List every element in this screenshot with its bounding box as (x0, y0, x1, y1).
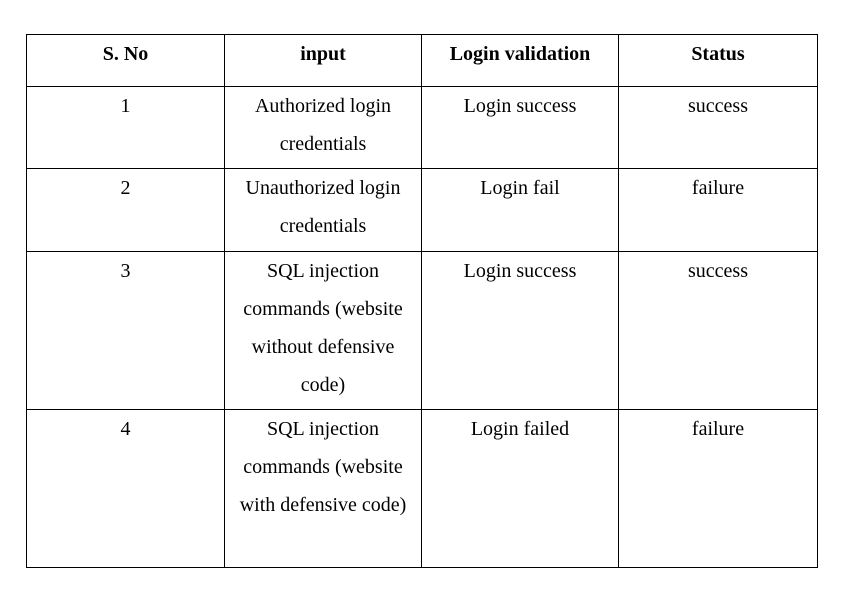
cell-status: failure (618, 409, 818, 568)
cell-input: Authorized login credentials (224, 86, 422, 169)
cell-input: Unauthorized login credentials (224, 168, 422, 252)
cell-status: success (618, 251, 818, 410)
cell-sno: 4 (26, 409, 225, 568)
header-status: Status (618, 34, 818, 87)
header-login-validation: Login validation (421, 34, 619, 87)
cell-sno: 1 (26, 86, 225, 169)
table-row: 1 Authorized login credentials Login suc… (26, 86, 818, 169)
table-row: 3 SQL injection commands (website withou… (26, 251, 818, 410)
cell-validation: Login failed (421, 409, 619, 568)
cell-validation: Login fail (421, 168, 619, 252)
cell-validation: Login success (421, 86, 619, 169)
header-input: input (224, 34, 422, 87)
table-body: 1 Authorized login credentials Login suc… (26, 86, 818, 568)
results-table: S. No input Login validation Status 1 Au… (26, 34, 818, 568)
header-sno: S. No (26, 34, 225, 87)
cell-status: success (618, 86, 818, 169)
header-row: S. No input Login validation Status (26, 34, 818, 87)
table-row: 2 Unauthorized login credentials Login f… (26, 168, 818, 252)
table-header: S. No input Login validation Status (26, 34, 818, 87)
cell-input: SQL injection commands (website with def… (224, 409, 422, 568)
cell-status: failure (618, 168, 818, 252)
cell-input: SQL injection commands (website without … (224, 251, 422, 410)
cell-sno: 3 (26, 251, 225, 410)
cell-sno: 2 (26, 168, 225, 252)
cell-validation: Login success (421, 251, 619, 410)
table-row: 4 SQL injection commands (website with d… (26, 409, 818, 568)
